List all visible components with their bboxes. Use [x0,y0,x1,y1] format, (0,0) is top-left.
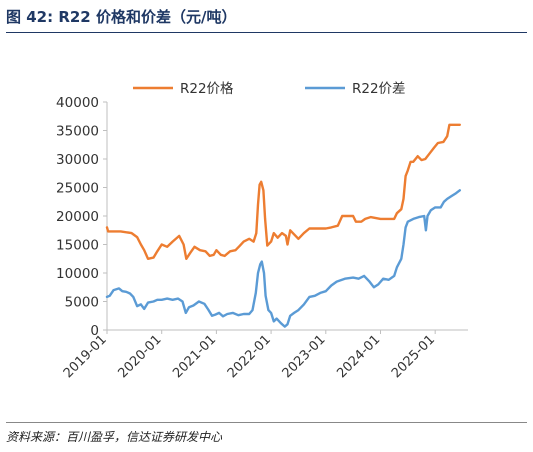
x-tick-label: 2020-01 [116,332,165,381]
y-tick-label: 15000 [56,238,99,254]
y-tick-label: 20000 [56,209,99,225]
legend-label-2: R22价差 [352,81,406,97]
x-tick-label: 2023-01 [280,332,329,381]
figure-title: 图 42: R22 价格和价差（元/吨） [6,8,237,26]
chart-legend: R22价格 R22价差 [133,81,406,97]
series-line-1 [105,123,461,260]
chart-axes: 0 5000 10000 15000 20000 25000 30000 35000 40000… [56,95,468,381]
title-divider [6,32,527,33]
y-tick-label: 30000 [56,152,99,168]
source-divider [6,422,527,423]
series-line-2 [105,189,461,328]
source-note: 资料来源：百川盈孚，信达证券研发中心 [6,430,223,444]
y-tick-label: 0 [90,323,99,339]
y-tick-label: 10000 [56,266,99,282]
x-tick-label: 2019-01 [61,332,110,381]
x-tick-label: 2024-01 [334,332,383,381]
y-tick-label: 35000 [56,124,99,140]
x-tick-label: 2022-01 [225,332,274,381]
x-tick-label: 2025-01 [389,332,438,381]
legend-label-1: R22价格 [180,81,234,97]
y-tick-label: 40000 [56,95,99,111]
chart-series [105,123,461,328]
y-tick-label: 25000 [56,181,99,197]
x-tick-label: 2021-01 [170,332,219,381]
y-tick-label: 5000 [65,295,99,311]
